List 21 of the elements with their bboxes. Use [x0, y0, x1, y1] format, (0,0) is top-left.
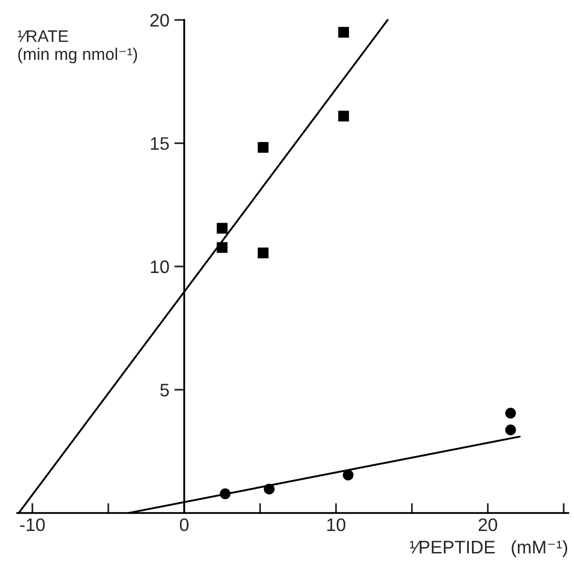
x-tick-label: 10 — [327, 518, 346, 532]
point — [216, 242, 228, 253]
point — [216, 222, 228, 234]
point — [338, 26, 349, 38]
y-axis-title: ¹⁄RATE (min mg nmol⁻¹) — [18, 30, 138, 64]
point — [220, 488, 231, 500]
x-tick-label: -10 — [20, 518, 45, 532]
x-axis-title: ¹⁄PEPTIDE (mM⁻¹) — [410, 540, 568, 558]
y-tick-label: 20 — [150, 14, 169, 27]
point — [258, 142, 269, 153]
point — [505, 408, 516, 419]
point — [505, 424, 516, 436]
point — [264, 484, 275, 494]
x-tick-label: 20 — [478, 518, 498, 532]
y-tick-label: 10 — [150, 260, 169, 274]
x-tick-label: 0 — [180, 518, 189, 532]
point — [338, 110, 349, 122]
point — [258, 248, 269, 258]
y-tick-label: 5 — [160, 384, 169, 396]
point — [342, 470, 354, 480]
y-tick-label: 15 — [150, 137, 169, 150]
